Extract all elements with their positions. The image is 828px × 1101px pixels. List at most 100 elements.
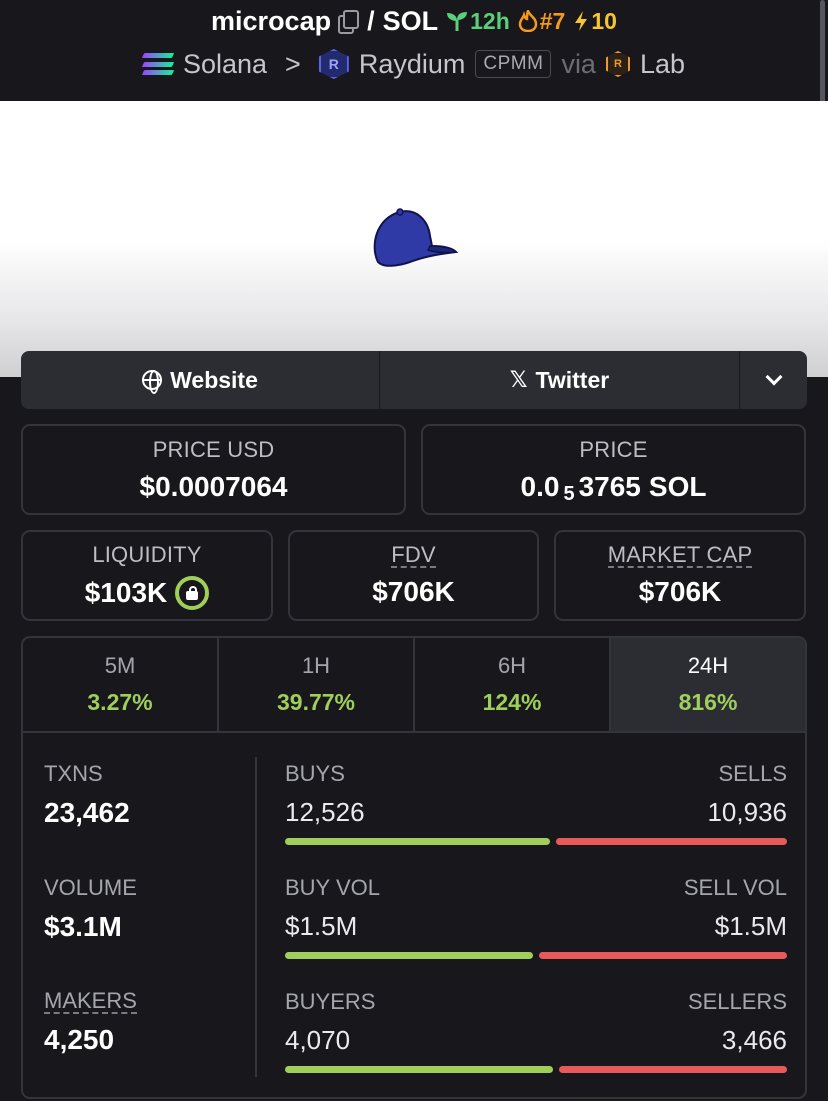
price-native-value: 0.0 5 3765 SOL <box>521 470 707 506</box>
tab-1h[interactable]: 1H 39.77% <box>219 638 415 731</box>
fdv-value: $706K <box>372 576 455 608</box>
tab-label: 5M <box>104 653 136 678</box>
buy-portion-bar <box>285 952 533 959</box>
txns-value: 23,462 <box>44 797 130 828</box>
sell-portion-bar <box>559 1066 787 1073</box>
breadcrumb-chevron-icon: > <box>285 48 301 79</box>
tab-6h[interactable]: 6H 124% <box>415 638 611 731</box>
price-native-digits: 3765 <box>578 470 641 502</box>
copy-icon[interactable] <box>337 10 360 34</box>
volume-ratio-bar <box>285 952 787 959</box>
raydium-icon: R <box>318 49 349 79</box>
buys-sells-stat: BUYS SELLS 12,526 10,936 <box>285 761 787 845</box>
price-usd-value: $0.0007064 <box>139 470 288 502</box>
tab-24h[interactable]: 24H 816% <box>611 638 805 731</box>
tab-5m[interactable]: 5M 3.27% <box>23 638 219 731</box>
dex-name[interactable]: Raydium <box>358 48 466 79</box>
price-native-zero-count: 5 <box>563 483 575 505</box>
pool-type-badge: CPMM <box>475 50 552 78</box>
sellers-value: 3,466 <box>721 1025 787 1055</box>
sells-label: SELLS <box>718 761 788 786</box>
market-cap-card: MARKET CAP $706K <box>554 530 806 621</box>
fdv-card: FDV $706K <box>288 530 539 621</box>
boost-value: 10 <box>591 7 617 34</box>
buy-vol-label: BUY VOL <box>285 875 380 900</box>
boost-badge[interactable]: 10 <box>573 8 617 35</box>
makers-value: 4,250 <box>44 1024 115 1056</box>
liquidity-label: LIQUIDITY <box>92 541 202 567</box>
fdv-label[interactable]: FDV <box>391 541 436 569</box>
x-logo-icon: 𝕏 <box>509 367 528 392</box>
age-badge: 12h <box>446 8 510 35</box>
pair-title-row: microcap / SOL 12h #7 10 <box>0 4 828 38</box>
flame-icon <box>518 10 538 32</box>
market-cap-label[interactable]: MARKET CAP <box>607 541 753 569</box>
pair-separator: / <box>367 5 375 36</box>
price-usd-card: PRICE USD $0.0007064 <box>21 424 406 515</box>
website-button[interactable]: Website <box>21 351 380 409</box>
txns-label: TXNS <box>44 761 103 786</box>
sells-value: 10,936 <box>707 797 787 827</box>
price-native-card: PRICE 0.0 5 3765 SOL <box>421 424 806 515</box>
market-cap-value: $706K <box>638 576 722 608</box>
trending-rank-badge[interactable]: #7 <box>518 7 566 35</box>
lab-icon: R <box>605 51 630 77</box>
tab-label: 1H <box>301 653 331 678</box>
cap-logo-image <box>373 208 459 267</box>
tab-change: 39.77% <box>276 689 355 715</box>
makers-label[interactable]: MAKERS <box>44 988 137 1015</box>
buyers-sellers-stat: BUYERS SELLERS 4,070 3,466 <box>285 989 787 1073</box>
buyers-ratio-bar <box>285 1066 787 1073</box>
website-label: Website <box>170 366 258 393</box>
price-usd-label: PRICE USD <box>152 436 275 462</box>
twitter-label: Twitter <box>535 366 610 393</box>
scrollbar[interactable] <box>820 0 825 120</box>
buys-value: 12,526 <box>285 797 365 827</box>
liquidity-value: $103K <box>84 576 168 608</box>
volume-label: VOLUME <box>44 875 137 900</box>
sell-vol-value: $1.5M <box>714 911 787 941</box>
tab-change: 3.27% <box>87 689 153 715</box>
price-native-unit: SOL <box>648 470 707 502</box>
sell-portion-bar <box>556 838 787 845</box>
pair-header: microcap / SOL 12h #7 10 Solana <box>0 0 828 120</box>
quote-symbol: SOL <box>382 5 439 36</box>
trade-stats-panel: TXNS 23,462 VOLUME $3.1M MAKERS 4,250 BU… <box>21 731 807 1099</box>
twitter-button[interactable]: 𝕏 Twitter <box>380 351 740 409</box>
tab-change: 816% <box>678 689 738 715</box>
buyers-label: BUYERS <box>285 989 376 1014</box>
volume-stat: VOLUME $3.1M <box>44 875 137 943</box>
tab-change: 124% <box>482 689 542 715</box>
via-label: via <box>561 48 596 79</box>
buy-portion-bar <box>285 1066 553 1073</box>
liquidity-value-row: $103K <box>84 575 210 610</box>
sellers-label: SELLERS <box>687 989 787 1014</box>
timeframe-tabs: 5M 3.27% 1H 39.77% 6H 124% 24H 816% <box>21 636 807 731</box>
buy-sell-volume-stat: BUY VOL SELL VOL $1.5M $1.5M <box>285 875 787 959</box>
makers-stat: MAKERS 4,250 <box>44 989 137 1056</box>
chevron-down-icon <box>765 368 782 386</box>
solana-icon <box>141 53 175 75</box>
token-banner <box>0 101 828 377</box>
launchpad-name[interactable]: Lab <box>639 48 686 79</box>
buy-vol-value: $1.5M <box>285 911 358 941</box>
buyers-value: 4,070 <box>285 1025 351 1055</box>
social-links-bar: Website 𝕏 Twitter <box>21 351 807 409</box>
chain-name[interactable]: Solana <box>182 48 268 79</box>
liquidity-card: LIQUIDITY $103K <box>21 530 273 621</box>
buy-portion-bar <box>285 838 550 845</box>
globe-icon <box>142 370 163 394</box>
sell-portion-bar <box>539 952 787 959</box>
stats-divider <box>255 757 257 1077</box>
breadcrumb: Solana > R Raydium CPMM via R Lab <box>0 44 828 84</box>
lock-icon[interactable] <box>175 575 210 610</box>
sprout-icon <box>447 12 468 31</box>
more-links-button[interactable] <box>740 351 807 409</box>
rank-value: #7 <box>539 7 566 34</box>
buys-label: BUYS <box>285 761 345 786</box>
token-symbol: microcap <box>211 5 332 36</box>
age-value: 12h <box>470 7 510 34</box>
tab-label: 6H <box>497 653 527 678</box>
sell-vol-label: SELL VOL <box>683 875 787 900</box>
volume-value: $3.1M <box>44 911 122 942</box>
